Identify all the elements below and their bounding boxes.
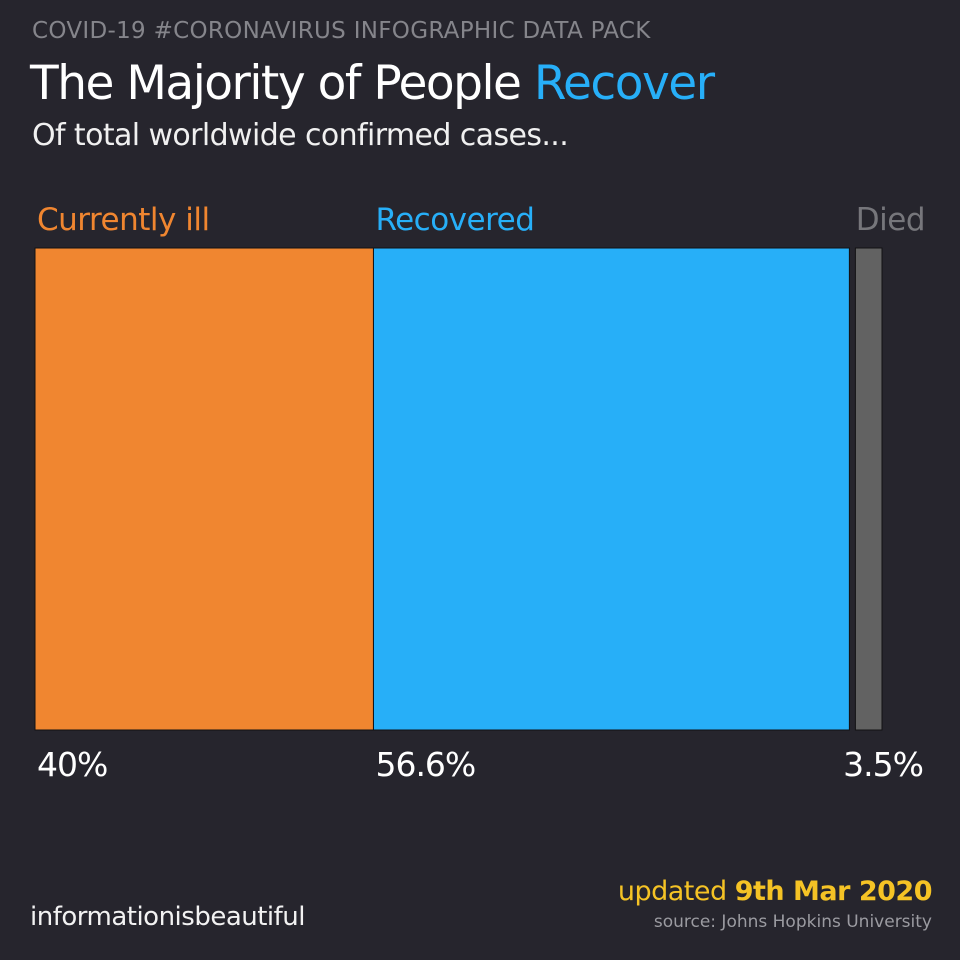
- page-subtitle: Of total worldwide confirmed cases...: [32, 118, 569, 153]
- category-label-recovered: Recovered: [375, 202, 534, 238]
- category-label-died: Died: [856, 202, 925, 238]
- bar-currently-ill: [34, 247, 374, 731]
- updated-prefix: updated: [617, 876, 735, 907]
- value-label-recovered: 56.6%: [375, 745, 475, 784]
- category-label-currently-ill: Currently ill: [37, 202, 210, 238]
- page-title: The Majority of People Recover: [30, 56, 715, 111]
- bar-recovered: [372, 247, 850, 731]
- source-credit: source: Johns Hopkins University: [653, 912, 932, 932]
- title-accent: Recover: [533, 56, 715, 111]
- updated-date-value: 9th Mar 2020: [734, 876, 933, 907]
- value-label-died: 3.5%: [843, 745, 923, 784]
- bar-died: [854, 247, 883, 731]
- brand-logo-text: informationisbeautiful: [30, 902, 306, 932]
- updated-date: updated 9th Mar 2020: [617, 876, 933, 907]
- title-main: The Majority of People: [30, 56, 534, 111]
- kicker-text: COVID-19 #CORONAVIRUS INFOGRAPHIC DATA P…: [32, 18, 651, 44]
- value-label-currently-ill: 40%: [37, 745, 107, 784]
